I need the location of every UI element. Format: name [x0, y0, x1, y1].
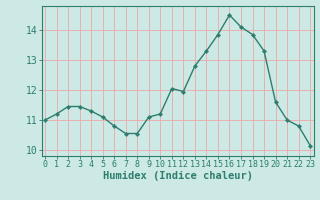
X-axis label: Humidex (Indice chaleur): Humidex (Indice chaleur) [103, 171, 252, 181]
